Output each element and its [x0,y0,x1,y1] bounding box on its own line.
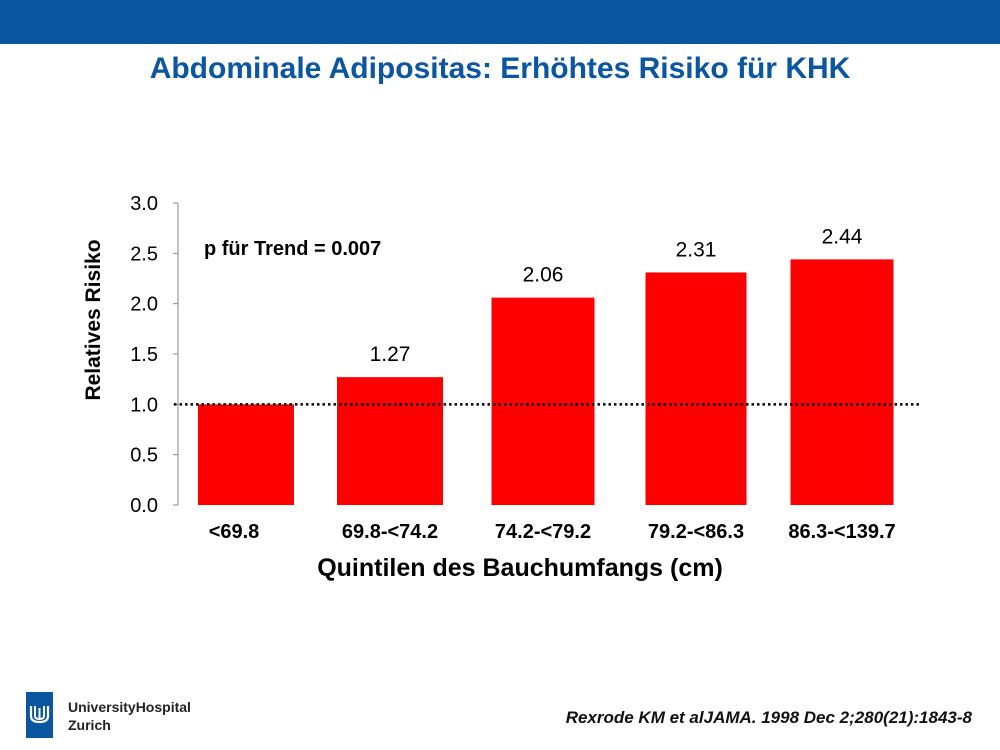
bar [645,272,747,505]
x-tick-label: 74.2-<79.2 [495,521,591,543]
y-tick-label: 1.0 [130,394,158,416]
data-label: 2.44 [822,225,863,248]
data-label: 2.31 [676,238,717,261]
bar [198,404,294,505]
y-tick-label: 2.0 [130,294,158,316]
x-tick-label: 86.3-<139.7 [788,521,895,543]
y-tick-label: 2.5 [130,243,158,265]
x-tick-label: <69.8 [209,521,260,543]
y-tick-label: 3.0 [130,193,158,215]
header-band [0,0,1000,44]
y-axis-title: Relatives Risiko [82,239,105,400]
citation: Rexrode KM et alJAMA. 1998 Dec 2;280(21)… [565,708,972,727]
y-tick-label: 0.5 [130,445,158,467]
hospital-logo: UniversityHospital Zurich [26,692,206,740]
data-label: 2.06 [523,264,564,287]
y-tick-label: 1.5 [130,344,158,366]
bar [337,377,443,505]
slide-title: Abdominale Adipositas: Erhöhtes Risiko f… [149,52,851,85]
logo-text-line2: Zurich [68,717,111,733]
x-tick-label: 79.2-<86.3 [648,521,744,543]
data-label: 1.27 [370,343,411,366]
university-hospital-logo-icon [26,692,53,738]
x-axis-title: Quintilen des Bauchumfangs (cm) [317,554,723,582]
y-tick-label: 0.0 [130,495,158,517]
bar [491,297,595,505]
bar [790,259,894,505]
logo-text-line1: UniversityHospital [68,699,191,715]
trend-annotation: p für Trend = 0.007 [204,238,381,260]
x-tick-label: 69.8-<74.2 [342,521,438,543]
